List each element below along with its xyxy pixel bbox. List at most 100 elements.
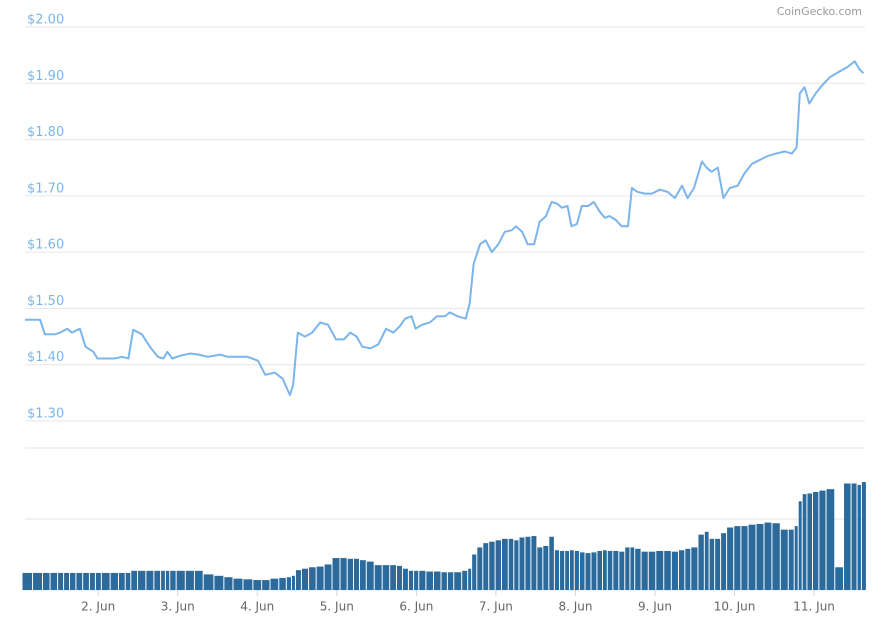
volume-bar bbox=[110, 572, 118, 590]
volume-bar bbox=[462, 570, 468, 590]
volume-bar bbox=[64, 572, 70, 590]
volume-bar bbox=[851, 483, 857, 590]
volume-bar bbox=[489, 541, 495, 590]
price-line bbox=[25, 60, 865, 397]
volume-bar bbox=[390, 565, 396, 590]
volume-bar bbox=[414, 570, 419, 590]
volume-bar bbox=[95, 572, 101, 590]
volume-bar bbox=[630, 547, 635, 590]
y-tick-label: $1.30 bbox=[27, 407, 64, 422]
volume-bar bbox=[382, 565, 390, 590]
volume-bar bbox=[374, 565, 382, 590]
volume-bar bbox=[715, 538, 721, 590]
volume-bar bbox=[741, 526, 748, 590]
volume-bar bbox=[101, 572, 110, 590]
volume-bar bbox=[131, 570, 138, 590]
volume-bar bbox=[861, 482, 866, 590]
x-tick-label: 9. Jun bbox=[638, 600, 672, 614]
volume-bar bbox=[635, 548, 641, 590]
volume-bar bbox=[286, 577, 291, 590]
volume-bar bbox=[402, 568, 408, 590]
x-tick-label: 4. Jun bbox=[240, 600, 274, 614]
volume-bar bbox=[835, 567, 844, 590]
volume-bar bbox=[332, 558, 340, 590]
x-tick-label: 2. Jun bbox=[81, 600, 115, 614]
volume-bar bbox=[447, 572, 454, 590]
volume-bar bbox=[224, 577, 233, 590]
volume-bar bbox=[734, 526, 741, 590]
volume-bar bbox=[501, 538, 508, 590]
volume-bar bbox=[798, 501, 802, 590]
volume-bar bbox=[664, 550, 671, 590]
volume-bar bbox=[118, 572, 125, 590]
volume-bar bbox=[685, 548, 691, 590]
volume-bar bbox=[165, 570, 170, 590]
volume-bar bbox=[508, 538, 514, 590]
volume-bar bbox=[270, 578, 279, 590]
volume-bar bbox=[185, 570, 194, 590]
volume-bar bbox=[146, 570, 154, 590]
volume-bar bbox=[309, 567, 316, 590]
volume-bar bbox=[354, 558, 359, 590]
volume-bar bbox=[721, 533, 727, 590]
volume-bar bbox=[756, 523, 764, 590]
volume-bar bbox=[176, 570, 185, 590]
volume-bar bbox=[807, 493, 812, 590]
volume-bar bbox=[70, 572, 76, 590]
volume-bar bbox=[495, 540, 501, 590]
volume-bar bbox=[857, 484, 861, 590]
volume-bar bbox=[678, 550, 685, 590]
volume-bar bbox=[366, 561, 374, 590]
x-tick-label: 3. Jun bbox=[161, 600, 195, 614]
volume-bar bbox=[50, 572, 58, 590]
volume-bar bbox=[83, 572, 89, 590]
volume-bar bbox=[76, 572, 83, 590]
volume-bar bbox=[656, 550, 664, 590]
volume-bar bbox=[154, 570, 161, 590]
y-tick-label: $2.00 bbox=[27, 13, 64, 28]
volume-bar bbox=[704, 531, 709, 590]
credit: CoinGecko.com bbox=[777, 5, 862, 18]
volume-bar bbox=[794, 526, 798, 590]
volume-bar bbox=[764, 522, 772, 590]
x-tick-label: 5. Jun bbox=[320, 600, 354, 614]
volume-bar bbox=[585, 553, 591, 590]
volume-bar bbox=[613, 550, 619, 590]
y-tick-label: $1.50 bbox=[27, 294, 64, 309]
volume-bar bbox=[826, 489, 835, 590]
volume-bar bbox=[819, 490, 826, 590]
volume-bar bbox=[537, 547, 543, 590]
x-tick-label: 11. Jun bbox=[793, 600, 835, 614]
volume-bar bbox=[291, 575, 295, 590]
volume-bar bbox=[619, 551, 625, 590]
y-tick-label: $1.90 bbox=[27, 69, 64, 84]
x-tick-label: 8. Jun bbox=[558, 600, 592, 614]
volume-bar bbox=[243, 579, 253, 590]
volume-bar bbox=[788, 529, 794, 590]
volume-bar bbox=[161, 570, 165, 590]
volume-bar bbox=[441, 572, 447, 590]
volume-bar bbox=[560, 550, 565, 590]
volume-bar bbox=[468, 568, 472, 590]
volume-bar bbox=[279, 577, 286, 590]
volume-bar bbox=[194, 570, 203, 590]
volume-bar bbox=[698, 534, 704, 590]
volume-bar bbox=[233, 578, 243, 590]
volume-bar bbox=[22, 572, 33, 590]
volume-bar bbox=[607, 550, 613, 590]
volume-bar bbox=[138, 570, 146, 590]
volume-bar bbox=[543, 545, 549, 590]
volume-bar bbox=[262, 580, 270, 590]
volume-bar bbox=[531, 536, 537, 590]
volume-bar bbox=[419, 570, 426, 590]
x-tick-label: 10. Jun bbox=[714, 600, 756, 614]
volume-bar bbox=[554, 550, 560, 590]
volume-bar bbox=[579, 552, 585, 590]
volume-bar bbox=[316, 566, 324, 590]
volume-bar bbox=[772, 523, 780, 590]
volume-bar bbox=[603, 550, 607, 590]
volume-bar bbox=[709, 538, 715, 590]
volume-bar bbox=[780, 529, 788, 590]
volume-bar bbox=[691, 547, 698, 590]
volume-bar bbox=[33, 572, 42, 590]
